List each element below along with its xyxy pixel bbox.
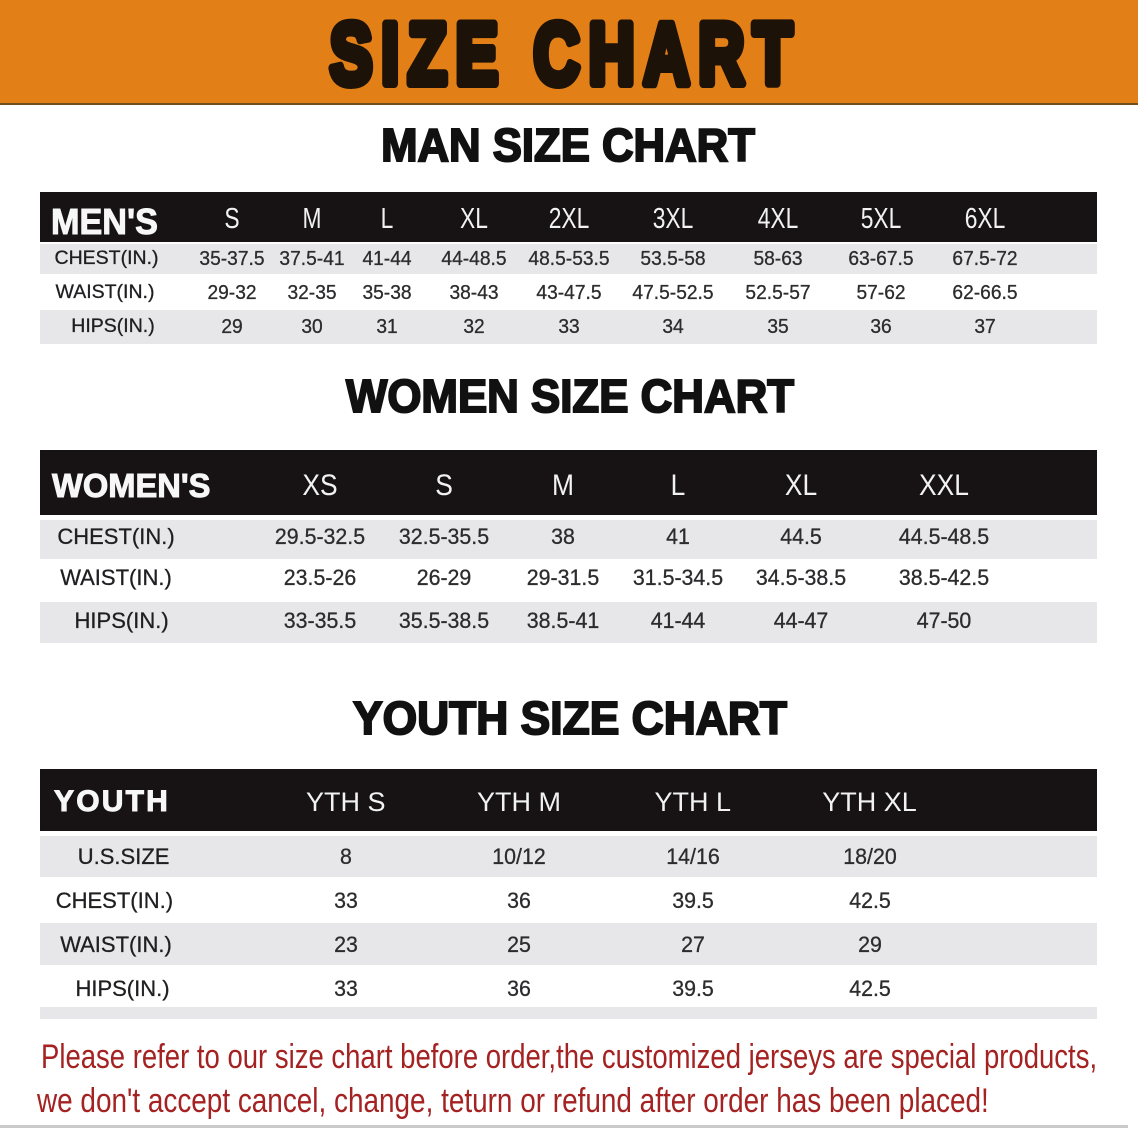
svg-text:SIZE CHART: SIZE CHART — [330, 6, 801, 103]
